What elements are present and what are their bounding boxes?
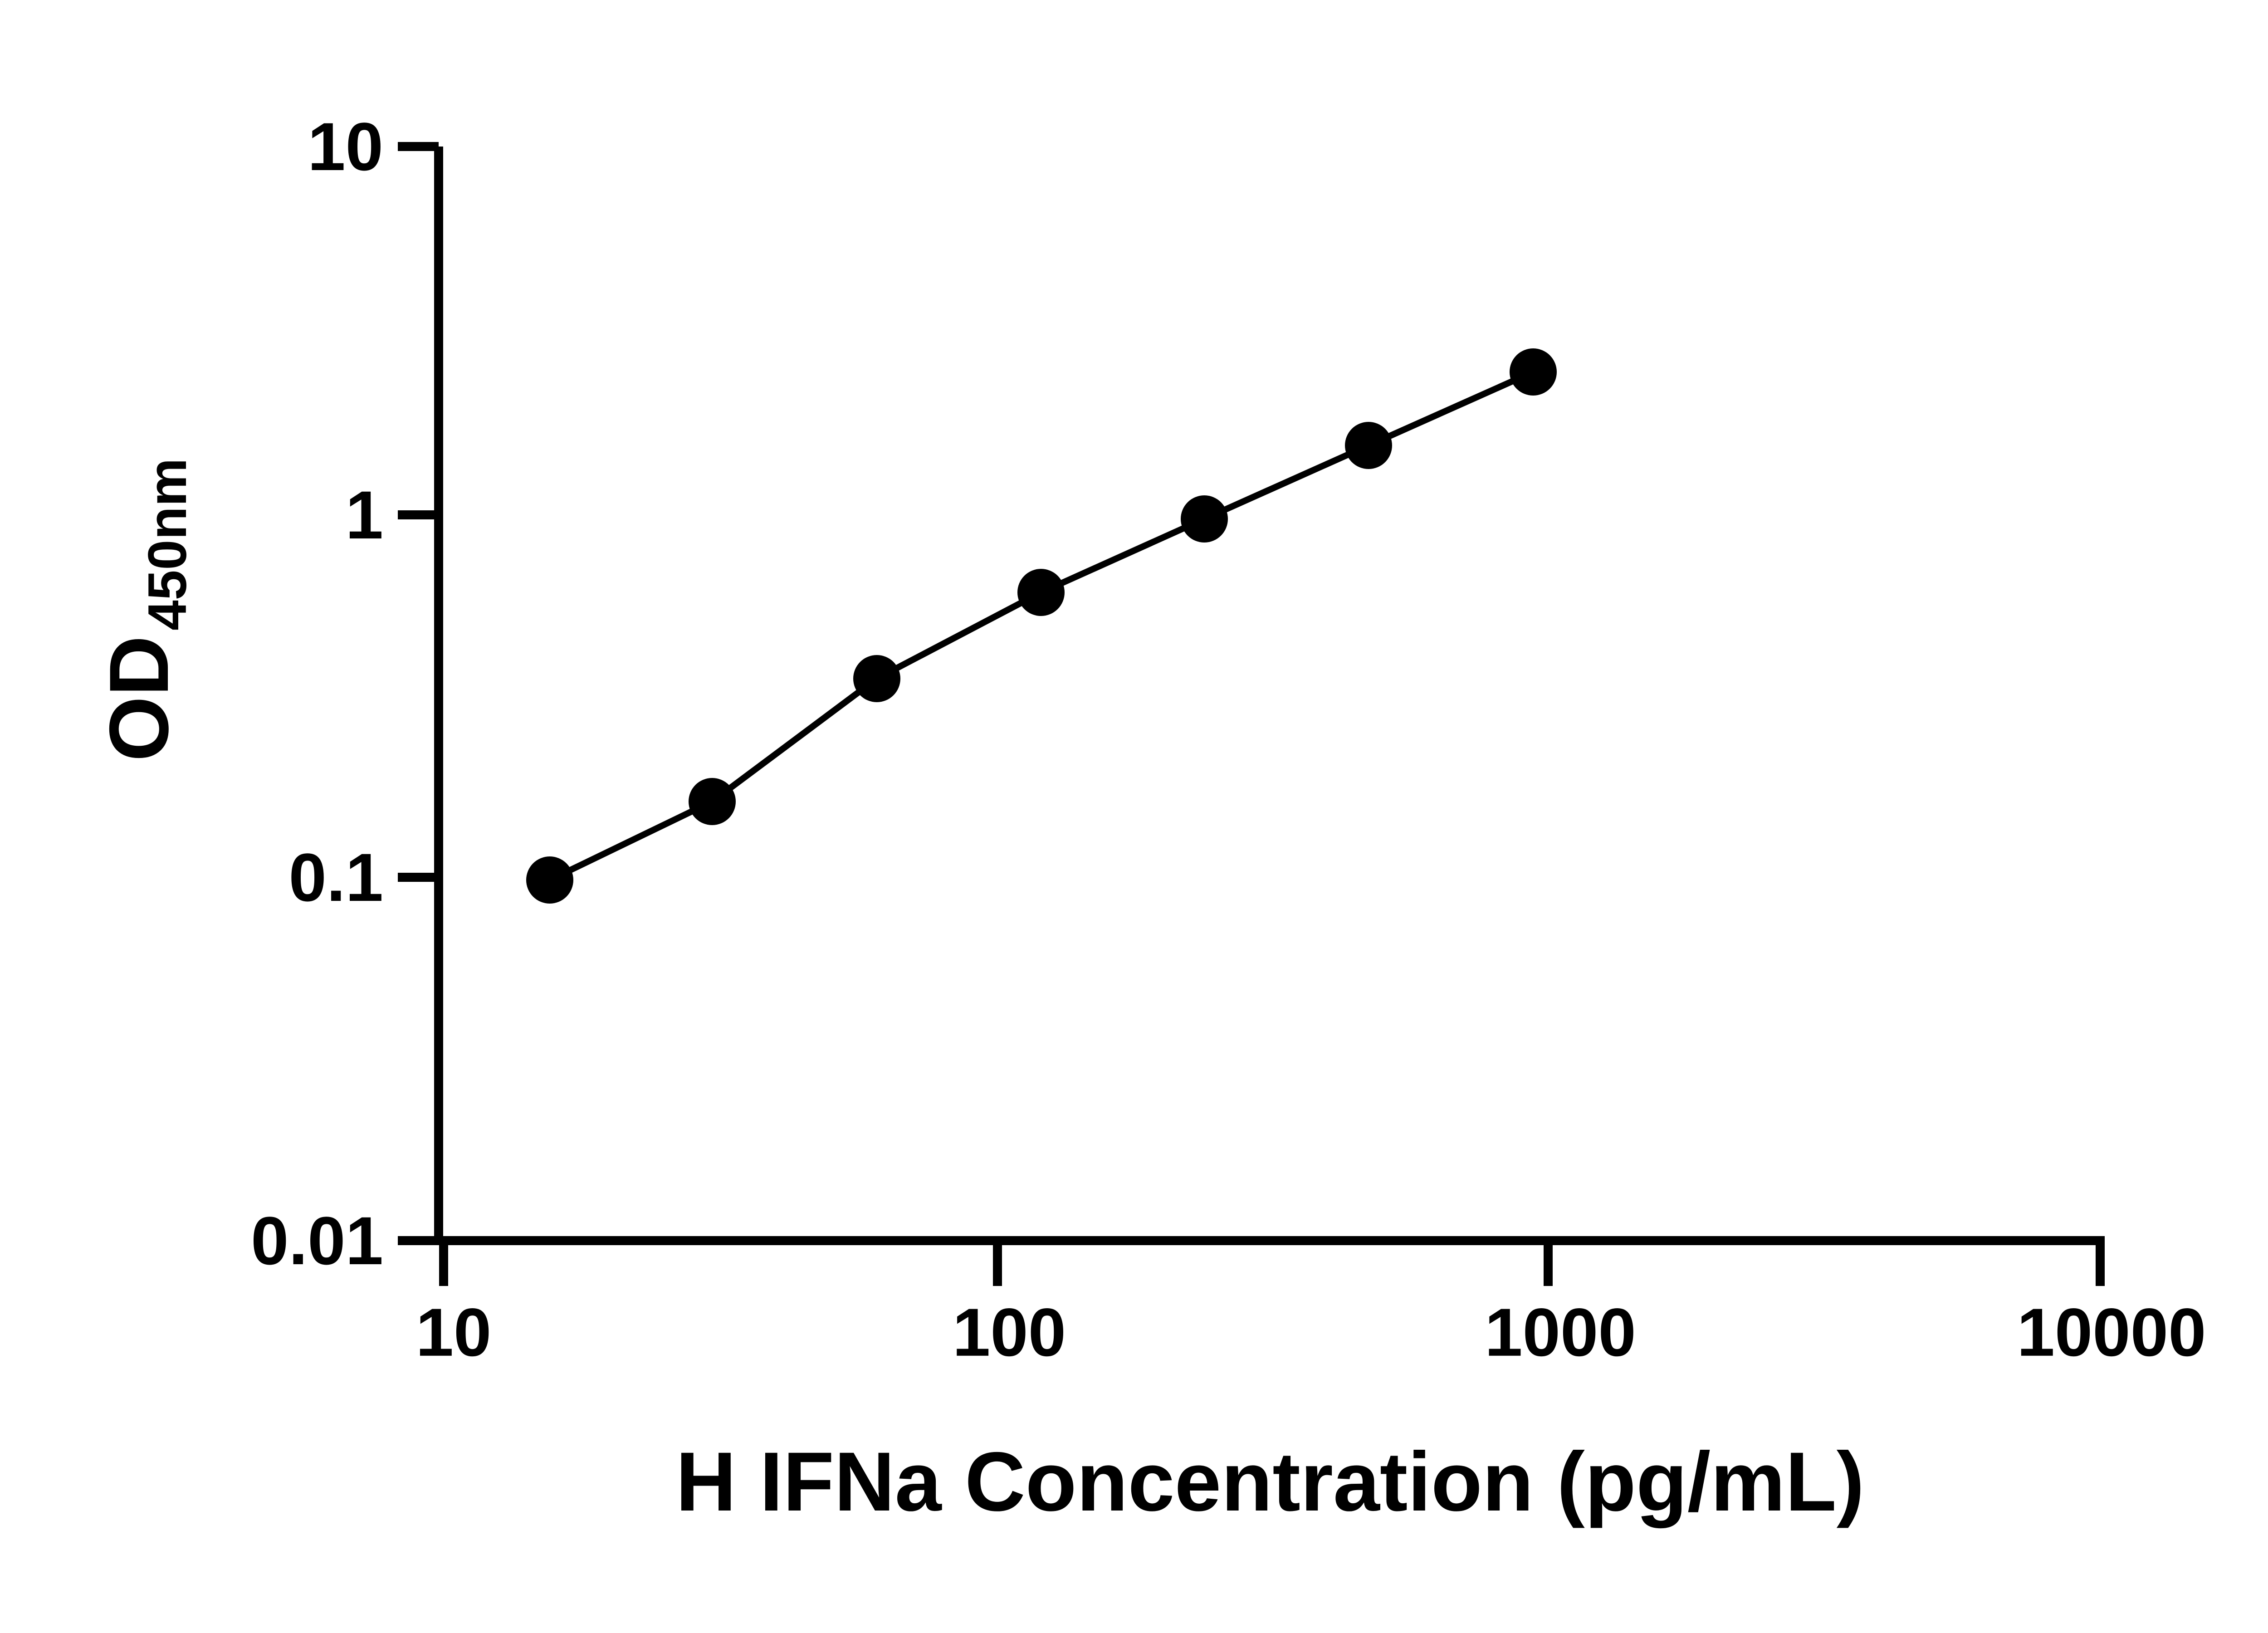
y-axis-title: OD 450nm bbox=[93, 458, 198, 762]
x-tick-label-0: 10 bbox=[416, 1294, 492, 1370]
data-point[interactable] bbox=[1017, 569, 1065, 616]
x-axis-ticks bbox=[439, 1241, 2105, 1286]
y-tick-label-1: 1 bbox=[346, 477, 383, 553]
y-axis-title-main: OD bbox=[93, 636, 186, 762]
data-point[interactable] bbox=[1181, 495, 1228, 543]
data-point[interactable] bbox=[526, 856, 573, 904]
y-axis-title-subscript: 450nm bbox=[137, 458, 198, 631]
x-axis-title: H IFNa Concentration (pg/mL) bbox=[676, 1435, 1865, 1529]
y-tick-label-2: 0.1 bbox=[288, 839, 383, 915]
x-tick-label-2: 1000 bbox=[1485, 1294, 1636, 1370]
y-tick-label-0: 10 bbox=[308, 108, 383, 185]
data-point[interactable] bbox=[1510, 348, 1557, 396]
y-axis-ticks bbox=[398, 142, 439, 1245]
data-point[interactable] bbox=[1345, 422, 1392, 469]
x-tick-label-3: 10000 bbox=[2017, 1294, 2206, 1370]
y-tick-label-3: 0.01 bbox=[251, 1203, 383, 1279]
x-tick-label-1: 100 bbox=[953, 1294, 1066, 1370]
data-point[interactable] bbox=[689, 778, 736, 825]
data-point[interactable] bbox=[853, 655, 900, 702]
data-markers bbox=[526, 348, 1557, 904]
